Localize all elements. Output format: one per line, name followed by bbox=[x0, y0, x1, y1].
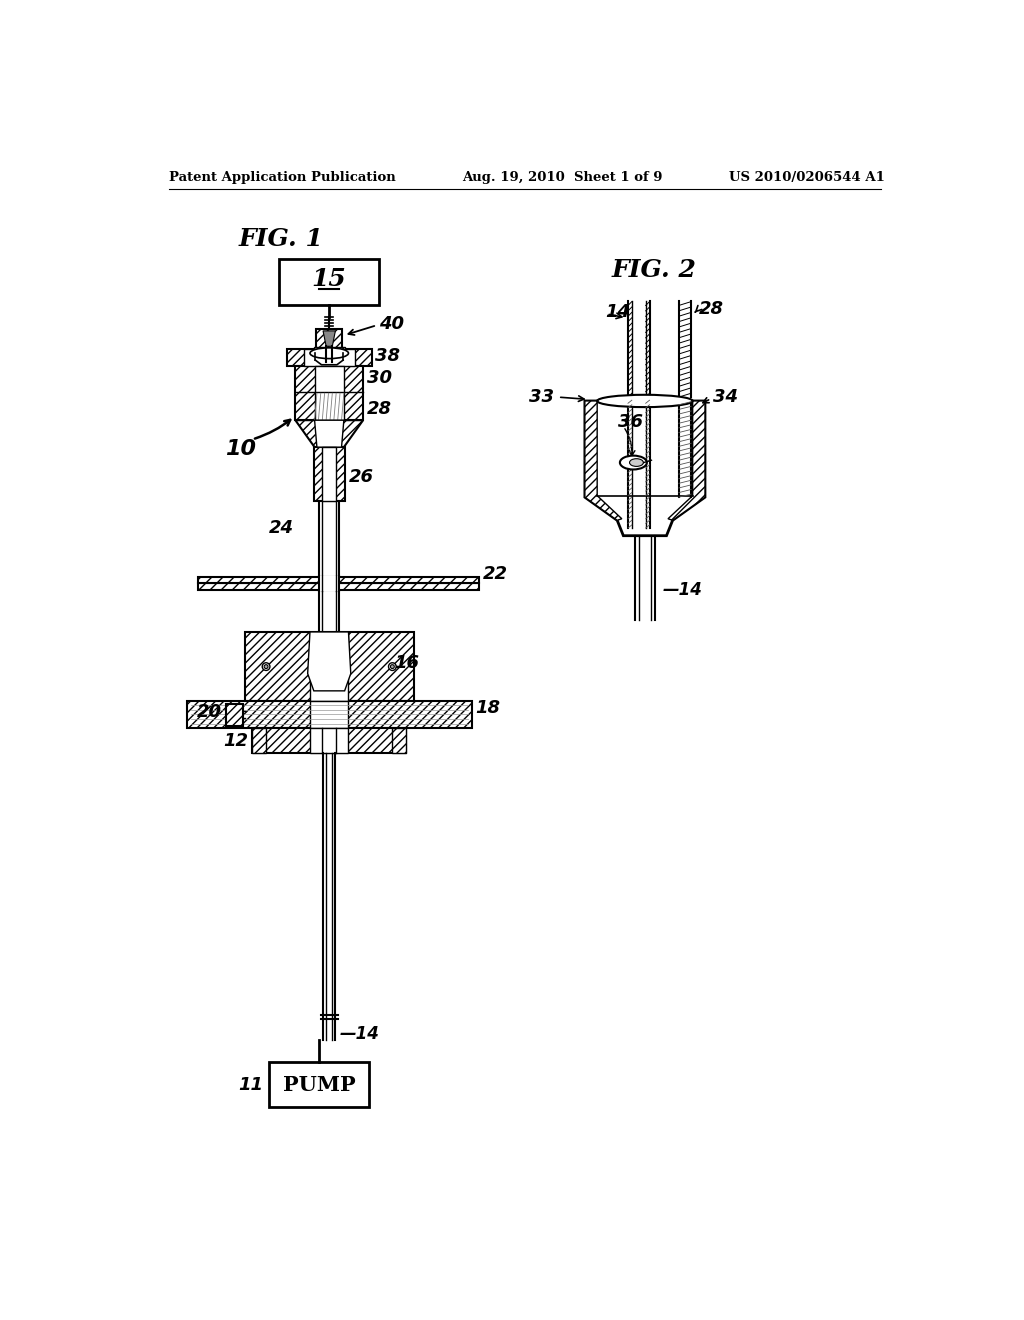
Bar bbox=[310, 729, 348, 752]
Text: 14: 14 bbox=[605, 304, 630, 321]
Ellipse shape bbox=[620, 455, 647, 470]
Polygon shape bbox=[295, 420, 364, 447]
Text: US 2010/0206544 A1: US 2010/0206544 A1 bbox=[729, 172, 885, 185]
Text: 33: 33 bbox=[529, 388, 554, 407]
Text: 34: 34 bbox=[713, 388, 737, 407]
Polygon shape bbox=[585, 401, 622, 520]
Text: 28: 28 bbox=[698, 300, 724, 318]
Bar bbox=[313, 447, 345, 502]
Bar bbox=[269, 1063, 370, 1107]
Bar bbox=[199, 583, 479, 590]
Text: 10: 10 bbox=[225, 440, 256, 459]
Ellipse shape bbox=[264, 665, 268, 668]
Ellipse shape bbox=[630, 459, 643, 466]
Bar bbox=[280, 259, 379, 305]
Bar bbox=[287, 350, 372, 367]
Bar bbox=[199, 577, 479, 583]
Bar bbox=[295, 367, 364, 420]
Text: 15: 15 bbox=[312, 267, 346, 292]
Bar bbox=[252, 729, 407, 752]
Text: 36: 36 bbox=[617, 413, 643, 430]
Polygon shape bbox=[668, 401, 705, 520]
Bar bbox=[323, 447, 336, 502]
Text: 40: 40 bbox=[379, 314, 404, 333]
Bar bbox=[310, 701, 348, 729]
Bar bbox=[313, 347, 345, 350]
Text: 20: 20 bbox=[198, 702, 222, 721]
Ellipse shape bbox=[310, 348, 348, 359]
Polygon shape bbox=[314, 420, 344, 447]
Text: —14: —14 bbox=[339, 1024, 379, 1043]
Text: PUMP: PUMP bbox=[283, 1074, 355, 1094]
Text: 22: 22 bbox=[483, 565, 508, 583]
Bar bbox=[316, 330, 342, 350]
Bar bbox=[252, 729, 266, 752]
Polygon shape bbox=[585, 401, 705, 536]
Bar bbox=[318, 576, 340, 591]
Text: 30: 30 bbox=[367, 370, 392, 387]
Bar bbox=[314, 367, 344, 420]
Text: 28: 28 bbox=[367, 400, 392, 417]
Ellipse shape bbox=[597, 395, 692, 407]
Bar bbox=[392, 729, 407, 752]
Text: 26: 26 bbox=[348, 467, 374, 486]
Text: 16: 16 bbox=[394, 655, 420, 672]
Text: 24: 24 bbox=[269, 519, 294, 537]
Polygon shape bbox=[307, 632, 351, 690]
Text: —14: —14 bbox=[663, 581, 702, 598]
Text: 12: 12 bbox=[223, 731, 249, 750]
Ellipse shape bbox=[262, 663, 270, 671]
Text: FIG. 1: FIG. 1 bbox=[239, 227, 324, 251]
Bar bbox=[310, 632, 348, 701]
Ellipse shape bbox=[390, 665, 394, 668]
Text: 38: 38 bbox=[376, 347, 400, 366]
Polygon shape bbox=[323, 331, 336, 346]
Text: 18: 18 bbox=[475, 700, 501, 717]
Text: Aug. 19, 2010  Sheet 1 of 9: Aug. 19, 2010 Sheet 1 of 9 bbox=[462, 172, 663, 185]
Text: FIG. 2: FIG. 2 bbox=[611, 257, 696, 282]
Bar bbox=[226, 704, 243, 726]
Ellipse shape bbox=[388, 663, 396, 671]
Bar bbox=[245, 632, 414, 701]
Bar bbox=[186, 701, 472, 729]
Text: Patent Application Publication: Patent Application Publication bbox=[169, 172, 396, 185]
Bar bbox=[304, 350, 354, 367]
Text: 11: 11 bbox=[238, 1076, 263, 1094]
